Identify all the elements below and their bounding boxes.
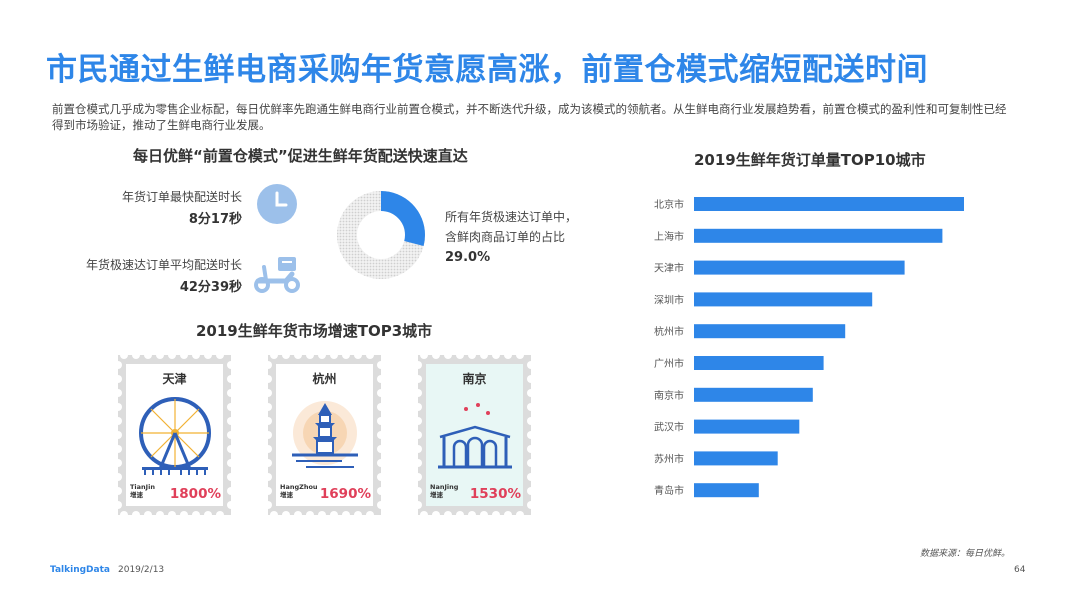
bar (694, 228, 943, 243)
top10-bar-chart: 北京市上海市天津市深圳市杭州市广州市南京市武汉市苏州市青岛市 (640, 186, 980, 506)
ferris-wheel-icon (132, 389, 218, 477)
stamp-nanjing: 南京 NanJing 增速 1530% (418, 355, 531, 515)
bar (694, 483, 759, 498)
page-number: 64 (1014, 565, 1026, 575)
donut-value: 29.0% (445, 250, 491, 265)
bar-label: 天津市 (654, 262, 684, 275)
delivery-section-title: 每日优鲜“前置仓模式”促进生鲜年货配送快速直达 (133, 147, 468, 165)
bar (694, 292, 873, 307)
bar (694, 324, 846, 339)
bar-label: 广州市 (654, 357, 684, 370)
bar-label: 杭州市 (654, 325, 684, 338)
brand-logo: TalkingData (50, 565, 110, 575)
meat-order-share-donut (336, 190, 426, 280)
stamp-tianjin: 天津 TianJin 增速 1800% (118, 355, 231, 515)
bar-label: 深圳市 (654, 293, 684, 306)
avg-delivery-label: 年货极速达订单平均配送时长 (85, 258, 242, 272)
bar-label: 青岛市 (654, 484, 684, 497)
footer-date: 2019/2/13 (118, 565, 165, 575)
stamp-en-label: TianJin 增速 (130, 483, 155, 499)
bar (694, 197, 964, 211)
bar-label: 南京市 (654, 389, 684, 402)
bar (694, 356, 824, 370)
stamp-city: 天津 (162, 372, 187, 386)
stamp-growth-pct: 1530% (469, 486, 521, 502)
bar-label: 上海市 (654, 230, 684, 243)
bar-label: 苏州市 (654, 452, 684, 465)
top3-section-title: 2019生鲜年货市场增速TOP3城市 (196, 322, 433, 340)
bar-label: 北京市 (654, 198, 684, 211)
top10-chart-title: 2019生鲜年货订单量TOP10城市 (694, 151, 926, 169)
bar-label: 武汉市 (654, 421, 684, 434)
stamp-city: 南京 (462, 372, 487, 386)
pagoda-icon (282, 389, 368, 477)
stamp-city: 杭州 (312, 372, 337, 386)
intro-paragraph: 前置仓模式几乎成为零售企业标配，每日优鲜率先跑通生鲜电商行业前置仓模式，并不断迭… (52, 102, 1007, 132)
data-source-note: 数据来源：每日优鲜。 (920, 549, 1011, 559)
stamp-hangzhou: 杭州 HangZhou 增速 1690% (268, 355, 381, 515)
stamp-en-label: NanJing 增速 (430, 483, 459, 499)
clock-icon (256, 183, 298, 225)
stamp-growth-pct: 1800% (169, 486, 221, 502)
stamp-en-label: HangZhou 增速 (280, 483, 318, 499)
city-gate-icon (432, 389, 518, 477)
page-title: 市民通过生鲜电商采购年货意愿高涨，前置仓模式缩短配送时间 (46, 52, 928, 88)
bar (694, 419, 800, 434)
scooter-icon (252, 254, 302, 294)
bar (694, 260, 905, 275)
bar (694, 451, 778, 466)
bar (694, 387, 813, 402)
donut-caption-line2: 含鲜肉商品订单的占比 (445, 230, 566, 244)
avg-delivery-value: 42分39秒 (179, 280, 242, 295)
fastest-delivery-label: 年货订单最快配送时长 (121, 190, 242, 204)
donut-caption-line1: 所有年货极速达订单中， (445, 210, 578, 224)
stamp-growth-pct: 1690% (319, 486, 371, 502)
fastest-delivery-value: 8分17秒 (188, 212, 242, 227)
